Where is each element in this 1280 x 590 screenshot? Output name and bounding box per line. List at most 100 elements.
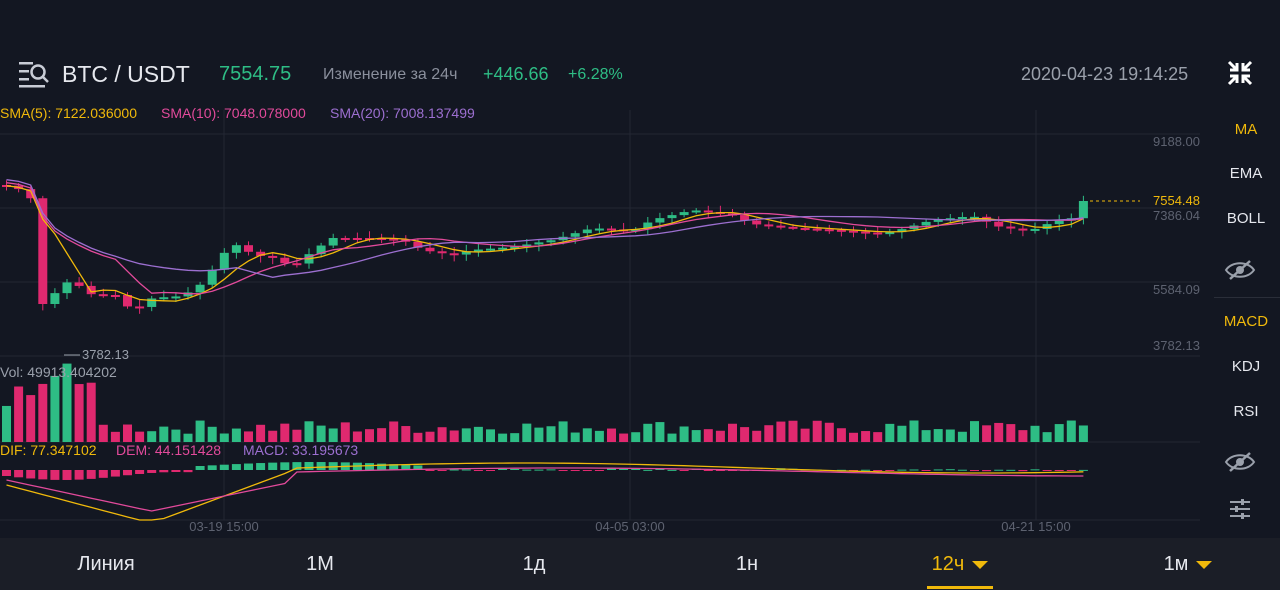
candle-body (498, 247, 508, 250)
volume-bar (655, 422, 665, 442)
market-list-icon[interactable] (18, 59, 50, 89)
macd-histogram-bar (328, 462, 338, 470)
macd-histogram-bar (171, 470, 181, 473)
candle-body (534, 242, 544, 245)
candle-body (788, 226, 798, 229)
candle-body (244, 245, 253, 252)
sma10-line (6, 182, 1084, 295)
tab-1-month[interactable]: 1М (306, 553, 334, 575)
trading-pair[interactable]: BTC / USDT (62, 61, 190, 87)
volume-bar (897, 425, 907, 442)
volume-bar (643, 423, 653, 442)
volume-bar (231, 428, 241, 442)
macd-histogram-bar (897, 469, 907, 471)
time-tick: 04-05 03:00 (595, 519, 664, 534)
volume-bar (873, 432, 883, 442)
macd-histogram-bar (498, 468, 508, 470)
chevron-down-icon (972, 560, 989, 569)
candle-body (994, 221, 1004, 227)
macd-histogram-bar (38, 470, 48, 480)
volume-bar (86, 382, 96, 442)
volume-bar (679, 426, 689, 442)
candle-body (437, 251, 447, 254)
collapse-fullscreen-icon[interactable] (1226, 59, 1254, 87)
candle-body (510, 246, 520, 249)
volume-bar (558, 421, 568, 442)
candle-body (74, 282, 84, 286)
volume-bar (812, 420, 822, 442)
macd-histogram-bar (1042, 470, 1052, 471)
volume-bar (425, 431, 435, 442)
macd-histogram-bar (715, 470, 725, 471)
volume-bar (522, 423, 532, 442)
hide-sub-indicator-icon[interactable] (1224, 451, 1256, 473)
indicator-boll[interactable]: BOLL (1226, 210, 1266, 227)
volume-bar (473, 426, 483, 442)
volume-bar (498, 433, 508, 442)
macd-histogram-bar (558, 470, 568, 471)
hide-main-indicator-icon[interactable] (1224, 259, 1256, 281)
candle-body (1054, 220, 1064, 225)
tab-1-day[interactable]: 1д (522, 553, 546, 575)
sma10-legend: SMA(10): 7048.078000 (161, 105, 306, 121)
candle-body (824, 229, 834, 232)
candle-body (352, 238, 362, 240)
indicator-ema[interactable]: EMA (1229, 165, 1263, 182)
candle-body (631, 229, 641, 232)
macd-histogram-bar (534, 469, 544, 471)
indicator-kdj[interactable]: KDJ (1231, 358, 1261, 375)
volume-bar (1078, 425, 1088, 442)
volume-bar (98, 424, 108, 442)
volume-bar (546, 426, 556, 442)
candle-body (546, 240, 556, 243)
candle-body (461, 251, 471, 255)
macd-histogram-bar (62, 470, 72, 480)
candle-body (473, 249, 483, 252)
active-tab-indicator (927, 586, 993, 589)
volume-bar (933, 429, 943, 442)
macd-histogram-bar (728, 470, 737, 471)
volume-bar (26, 395, 36, 442)
volume-bar (534, 427, 544, 442)
candle-body (885, 232, 895, 235)
volume-bar (728, 423, 737, 442)
candle-body (159, 297, 169, 300)
volume-bar (389, 421, 399, 442)
tab-12-hours[interactable]: 12ч (900, 538, 1020, 590)
indicator-rsi[interactable]: RSI (1233, 403, 1259, 420)
macd-histogram-bar (909, 469, 919, 471)
indicator-macd[interactable]: MACD (1223, 313, 1269, 330)
volume-bar (619, 433, 629, 442)
macd-histogram-bar (2, 470, 11, 476)
tab-1-week[interactable]: 1н (735, 553, 759, 575)
macd-histogram-bar (292, 462, 302, 470)
macd-histogram-bar (365, 463, 374, 470)
last-price: 7554.75 (219, 63, 292, 85)
candle-body (1006, 226, 1016, 229)
chart-grid (0, 110, 1200, 521)
candle-body (921, 221, 931, 226)
volume-bar (982, 425, 992, 442)
candle-body (26, 189, 36, 199)
macd-histogram-bar (1078, 469, 1088, 471)
price-tick: 9188.00 (1153, 134, 1200, 149)
tab-line[interactable]: Линия (77, 553, 135, 575)
indicator-ma[interactable]: MA (1234, 121, 1258, 138)
tab-1-minute[interactable]: 1м (1128, 538, 1248, 590)
volume-bar (945, 429, 955, 442)
price-chart[interactable]: 9188.00 7386.04 5584.09 3782.13 7554.48 … (0, 100, 1205, 538)
candle-body (897, 229, 907, 233)
candle-body (171, 296, 181, 299)
macd-histogram-bar (304, 462, 314, 470)
volume-bar (183, 433, 193, 442)
macd-histogram-bar (207, 465, 217, 470)
macd-histogram-bar (945, 469, 955, 471)
macd-histogram-bar (631, 468, 641, 470)
sma5-line (6, 185, 1084, 302)
time-tick: 03-19 15:00 (189, 519, 258, 534)
sma20-line (6, 179, 1084, 278)
settings-sliders-icon[interactable] (1228, 497, 1252, 521)
volume-bar (691, 430, 701, 442)
macd-histogram-bar (14, 470, 24, 478)
volume-bar (861, 431, 871, 442)
